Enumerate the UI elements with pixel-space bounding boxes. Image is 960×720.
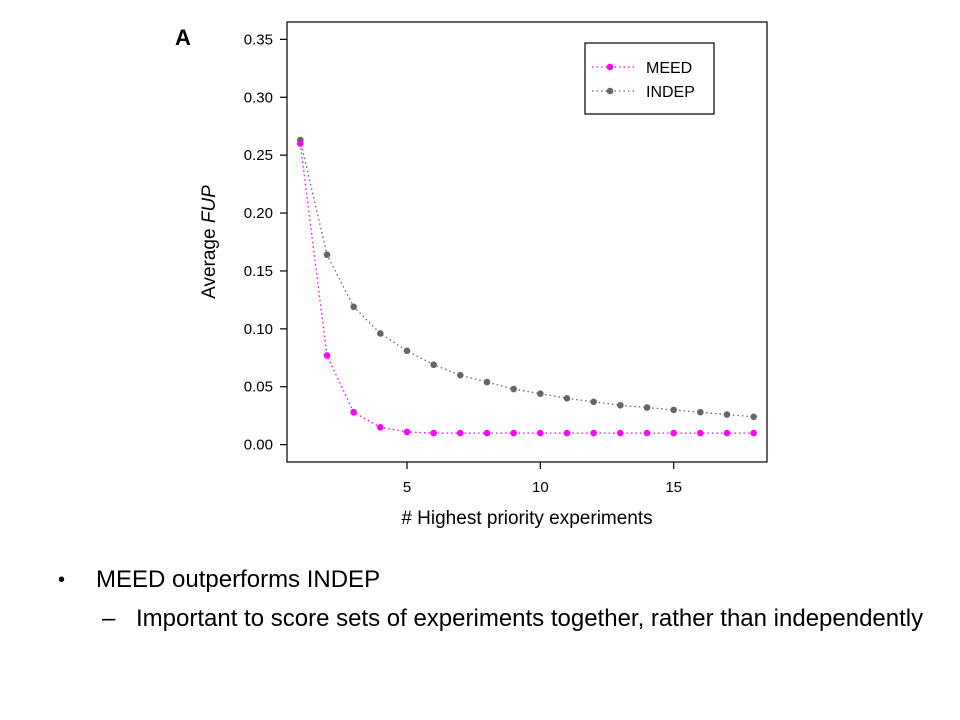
data-point-meed (457, 429, 464, 437)
data-point-meed (563, 429, 571, 437)
data-point-indep (483, 378, 491, 386)
y-tick-label: 0.10 (244, 321, 273, 338)
legend-label-meed: MEED (646, 60, 692, 77)
y-tick-label: 0.15 (244, 263, 273, 280)
data-point-indep (723, 411, 731, 418)
data-point-indep (377, 330, 384, 337)
chart: A 5 10 15 0.00 0.05 0.10 0.15 0.20 0.25 0.30 0.35… (175, 21, 768, 529)
sub-bullet-dash: – (102, 605, 116, 632)
y-tick-label: 0.20 (244, 205, 273, 222)
data-point-meed (670, 429, 677, 437)
data-point-indep (563, 395, 571, 402)
plot-frame (286, 21, 768, 463)
y-tick-label: 0.35 (244, 31, 273, 48)
data-point-indep (323, 251, 331, 259)
data-point-meed (403, 428, 411, 436)
y-axis-title-prefix: Average (199, 223, 220, 299)
y-tick-label: 0.30 (244, 89, 273, 106)
data-point-meed (377, 423, 384, 431)
panel-label: A (175, 25, 191, 50)
data-point-indep (350, 303, 357, 311)
data-point-meed (537, 429, 544, 437)
series-meed (297, 140, 757, 437)
legend-label-indep: INDEP (646, 84, 695, 101)
bullet-dot: • (58, 569, 66, 591)
data-point-meed (430, 429, 437, 437)
data-point-indep (590, 398, 597, 406)
legend: MEED INDEP (584, 42, 715, 115)
data-point-meed (483, 429, 491, 437)
x-tick-label: 15 (665, 479, 682, 496)
data-point-indep (510, 385, 517, 393)
data-point-meed (323, 352, 331, 359)
data-point-indep (643, 404, 651, 411)
data-point-indep (403, 347, 411, 355)
data-point-meed (350, 408, 357, 416)
x-tick-label: 5 (403, 479, 411, 496)
legend-box (584, 42, 715, 115)
legend-marker-meed (606, 63, 614, 71)
x-axis-title: # Highest priority experiments (401, 508, 652, 529)
data-point-indep (457, 371, 464, 379)
data-point-meed (697, 429, 704, 437)
data-point-meed (617, 429, 624, 437)
data-point-meed (297, 140, 304, 147)
series-indep (297, 136, 757, 421)
y-axis-title: Average FUP (199, 185, 220, 299)
data-point-indep (430, 361, 437, 369)
x-tick-label: 10 (532, 479, 549, 496)
legend-marker-indep (606, 87, 614, 95)
sub-bullet-text: Important to score sets of experiments t… (136, 605, 924, 632)
y-tick-label: 0.25 (244, 147, 273, 164)
data-point-indep (750, 413, 757, 421)
data-point-indep (670, 406, 677, 414)
data-point-meed (723, 429, 731, 437)
y-axis-title-italic: FUP (199, 185, 220, 223)
data-point-meed (590, 429, 597, 437)
series-line-meed (299, 143, 754, 434)
bullet-list: • MEED outperforms INDEP – Important to … (58, 562, 938, 634)
data-point-meed (510, 429, 517, 437)
data-point-indep (537, 390, 544, 397)
y-tick-label: 0.05 (244, 379, 273, 396)
bullet-item: • MEED outperforms INDEP (58, 562, 938, 598)
series-line-indep (299, 139, 754, 418)
series-layer (297, 136, 757, 437)
sub-bullet-item: – Important to score sets of experiments… (58, 604, 938, 634)
y-axis: 0.00 0.05 0.10 0.15 0.20 0.25 0.30 0.35 (244, 31, 287, 454)
x-axis: 5 10 15 (403, 462, 682, 496)
data-point-indep (617, 401, 624, 409)
data-point-indep (697, 408, 704, 416)
y-tick-label: 0.00 (244, 437, 273, 454)
data-point-meed (750, 429, 757, 437)
bullet-main-text: MEED outperforms INDEP (96, 566, 381, 593)
data-point-meed (643, 429, 651, 437)
